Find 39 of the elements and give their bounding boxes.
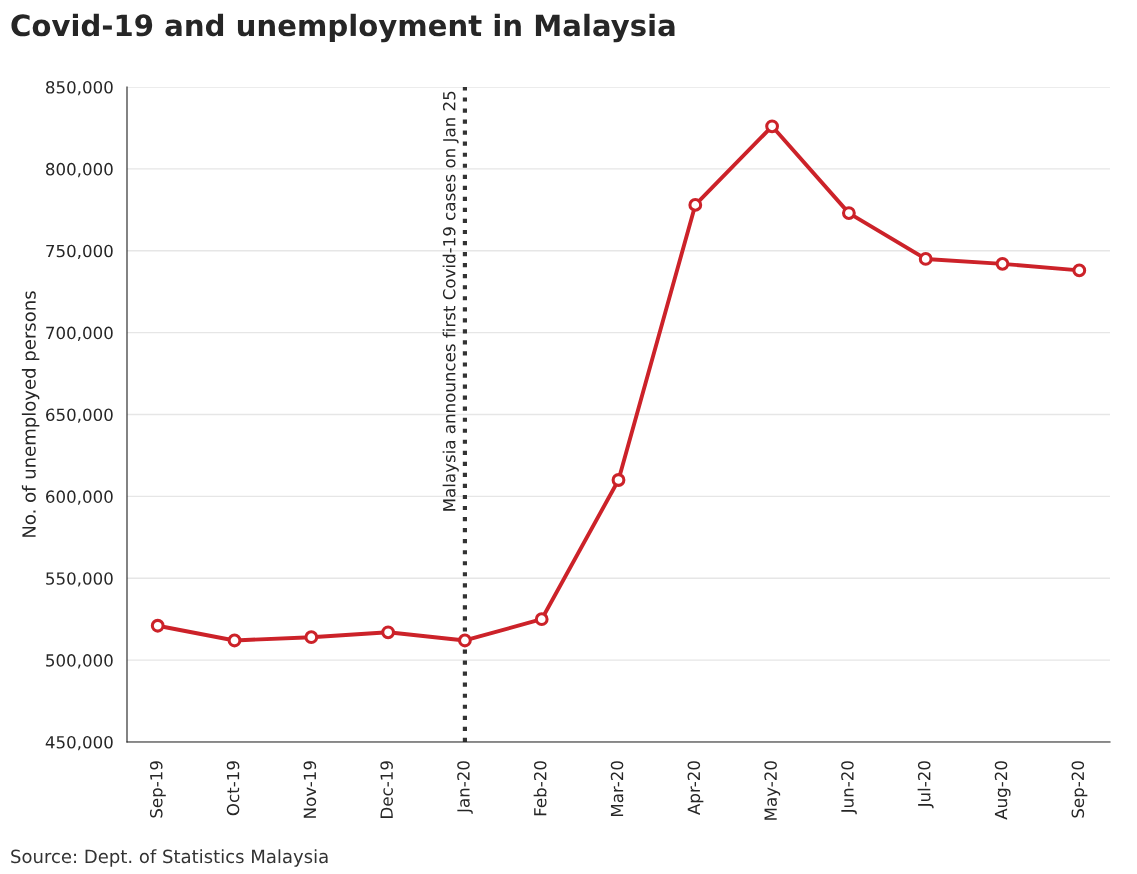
y-tick-label: 800,000	[46, 162, 113, 178]
x-tick-label: Jan-20	[457, 761, 473, 814]
x-tick-label: Feb-20	[533, 761, 547, 816]
y-axis-title: No. of unemployed persons	[21, 291, 40, 537]
point	[918, 252, 933, 266]
y-tick-label: 850,000	[46, 80, 113, 96]
point	[304, 630, 319, 645]
y-tick-label: 600,000	[46, 490, 113, 505]
x-tick-label: Aug-20	[994, 761, 1011, 820]
x-tick-label: Jul-20	[917, 761, 934, 809]
ref-line-label: Malaysia announces first Covid-19 cases on Jan 25	[442, 91, 459, 511]
x-tick-label: May-20	[764, 761, 781, 820]
source-note: Source: Dept. of Statistics Malaysia	[11, 849, 328, 867]
x-tick-label: Sep-19	[149, 761, 166, 818]
x-tick-label: Sep-20	[1071, 761, 1088, 818]
y-tick-label: 500,000	[46, 654, 113, 669]
point	[841, 206, 856, 220]
point	[150, 618, 165, 633]
point	[1072, 263, 1087, 278]
point	[688, 197, 703, 212]
point	[534, 612, 549, 627]
chart-title: Covid-19 and unemployment in Malaysia	[11, 13, 675, 43]
x-tick-label: Mar-20	[610, 761, 624, 817]
y-tick-label: 750,000	[46, 244, 113, 260]
point	[995, 256, 1010, 271]
point	[611, 473, 626, 487]
x-tick-label: Apr-20	[687, 761, 704, 815]
x-tick-label: Oct-19	[226, 761, 240, 816]
y-tick-label: 550,000	[46, 572, 113, 587]
point	[458, 633, 472, 648]
point	[381, 625, 396, 640]
y-tick-label: 450,000	[45, 735, 113, 751]
point	[765, 119, 779, 134]
y-tick-label: 650,000	[46, 408, 113, 423]
point	[227, 633, 242, 648]
y-tick-label: 700,000	[46, 326, 113, 341]
x-tick-label: Dec-19	[380, 761, 393, 818]
x-tick-label: Jun-20	[841, 761, 857, 815]
x-tick-label: Nov-19	[303, 761, 317, 818]
